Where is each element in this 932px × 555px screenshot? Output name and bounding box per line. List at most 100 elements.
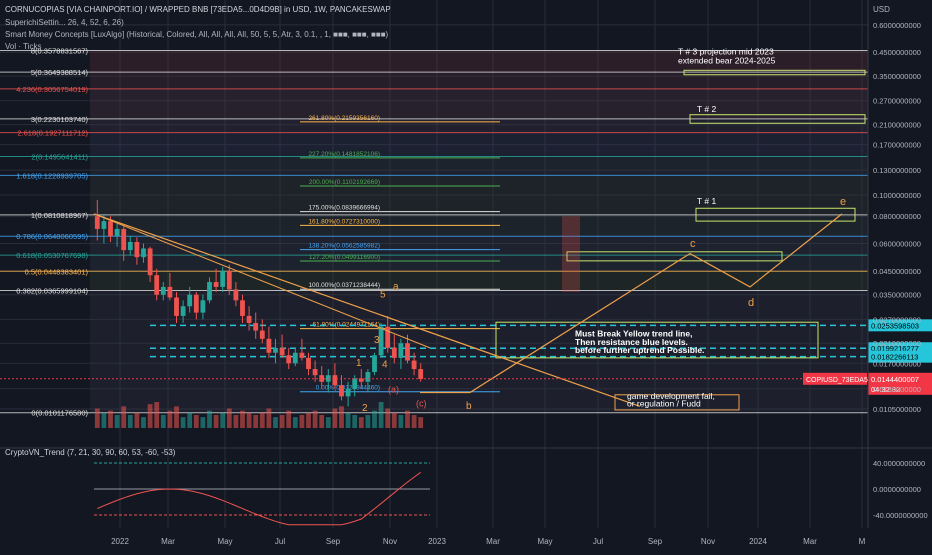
fib-zone-6 [90, 175, 868, 215]
warning-box [614, 394, 740, 411]
projection-path [420, 213, 843, 394]
y-tick-label-4: 0.2100000000 [873, 121, 921, 130]
warning-text-1: game development fail, [627, 391, 715, 401]
y-tick-label-15: 0.0130000000 [873, 385, 921, 394]
volume-bar-47 [405, 410, 410, 428]
note-must-break-3: before further uptrend Possible. [575, 345, 704, 355]
note-t1: T # 1 [697, 196, 716, 206]
symbol-tag [803, 372, 867, 385]
fib-label-7: 1(0.0810818967) [31, 211, 89, 220]
candle-body-29 [286, 355, 292, 364]
fib-zone-5 [90, 156, 868, 176]
volume-bar-31 [299, 415, 305, 428]
wave-label-wave_a_paren: (a) [388, 384, 399, 394]
volume-bar-6 [134, 412, 140, 428]
volume-bar-23 [246, 412, 252, 428]
candle-body-2 [108, 221, 113, 236]
candle-body-44 [385, 326, 391, 348]
indicator-superichi[interactable]: SuperichiSettin... 26, 4, 52, 6, 26) [5, 18, 124, 27]
resistance-tag-2 [868, 350, 932, 363]
candle-body-38 [345, 388, 351, 397]
indicator-smc[interactable]: Smart Money Concepts [LuxAlgo] (Historic… [5, 30, 389, 39]
candle-body-28 [279, 347, 285, 356]
volume-bar-14 [187, 412, 193, 428]
wave-label-wave_5: 5 [380, 289, 386, 300]
candle-body-32 [306, 357, 311, 370]
volume-bar-1 [101, 412, 107, 428]
fib-ext-label-2: 200.00%(0.1102192669) [309, 179, 380, 186]
volume-bar-35 [325, 417, 331, 428]
candle-body-37 [339, 385, 344, 397]
candle-body-6 [134, 241, 140, 258]
note-must-break-2: Then resistance blue levels. [575, 337, 688, 347]
x-tick-label-8: May [537, 537, 552, 546]
fib-label-10: 0.5(0.0448383401) [25, 267, 89, 276]
y-tick-label-10: 0.0450000000 [873, 267, 921, 276]
candle-body-48 [411, 360, 417, 370]
wave-label-wave_1: 1 [356, 358, 362, 369]
yellow-trend-line [93, 213, 641, 407]
volume-bar-24 [253, 415, 259, 428]
y-tick-label-11: 0.0350000000 [873, 291, 921, 300]
candle-body-0 [94, 216, 100, 229]
volume-bar-43 [378, 402, 384, 428]
candle-body-40 [358, 378, 364, 382]
price-tag [868, 372, 932, 395]
x-tick-label-1: Mar [161, 537, 175, 546]
volume-bar-39 [352, 415, 358, 428]
volume-bar-29 [286, 410, 292, 428]
oscillator-title: CryptoVN_Trend (7, 21, 30, 90, 60, 53, -… [5, 448, 176, 457]
candle-body-22 [240, 300, 245, 316]
fib-label-0: 8(0.3578831567) [31, 47, 89, 56]
candle-body-46 [398, 343, 404, 358]
y-tick-label-16: 0.0105000000 [873, 405, 921, 414]
volume-bar-33 [312, 410, 318, 428]
volume-bar-32 [306, 412, 311, 428]
indicator-volume[interactable]: Vol · Ticks [5, 42, 42, 51]
price-tag-value: 0.0144400007 [871, 375, 919, 384]
osc-tick-label-2: -40.0000000000 [873, 511, 928, 520]
volume-bar-45 [391, 412, 397, 428]
x-tick-label-12: 2024 [749, 537, 767, 546]
candle-body-15 [193, 294, 199, 313]
volume-bar-30 [292, 417, 298, 428]
fib-ext-label-8: 61.80%(0.0244971164) [313, 322, 380, 329]
wave-label-wave_c: c [690, 238, 696, 250]
fib-ext-label-7: 100.00%(0.0371238444) [308, 282, 380, 289]
fib-label-12: 0(0.0101176580) [31, 409, 88, 418]
candle-body-20 [226, 270, 232, 290]
candle-body-42 [372, 355, 377, 373]
volume-bar-4 [121, 406, 127, 428]
y-tick-label-5: 0.1700000000 [873, 141, 921, 150]
fib-label-4: 2.618(0.1927111712) [17, 129, 88, 138]
target-box-c [566, 251, 783, 262]
volume-bar-44 [385, 408, 391, 428]
fib-zone-8 [90, 236, 868, 256]
candle-body-26 [266, 338, 272, 353]
candle-body-36 [332, 375, 338, 386]
volume-bar-22 [240, 410, 245, 428]
candle-body-23 [246, 315, 252, 323]
resistance-tag-0 [868, 319, 932, 332]
volume-bar-13 [180, 417, 186, 428]
candle-body-8 [147, 248, 153, 276]
candle-body-39 [352, 378, 358, 389]
volume-bar-17 [207, 410, 212, 428]
resistance-label-0: 0.0253598503 [871, 321, 919, 330]
candle-body-18 [213, 282, 219, 287]
candle-body-16 [200, 300, 206, 313]
volume-bar-36 [332, 408, 338, 428]
candle-body-27 [273, 347, 278, 353]
fib-zone-9 [90, 255, 868, 272]
fib-label-6: 1.618(0.1228939705) [16, 171, 88, 180]
candle-body-33 [312, 369, 318, 376]
price-tag-countdown: 04:32:32 [871, 385, 900, 394]
candle-body-45 [391, 347, 397, 358]
volume-bar-19 [220, 412, 226, 428]
volume-bar-21 [233, 415, 239, 428]
wave-label-wave_3: 3 [374, 335, 380, 346]
candle-body-11 [167, 286, 173, 298]
target-box-t2 [689, 114, 866, 124]
target-box-t3 [683, 69, 866, 76]
